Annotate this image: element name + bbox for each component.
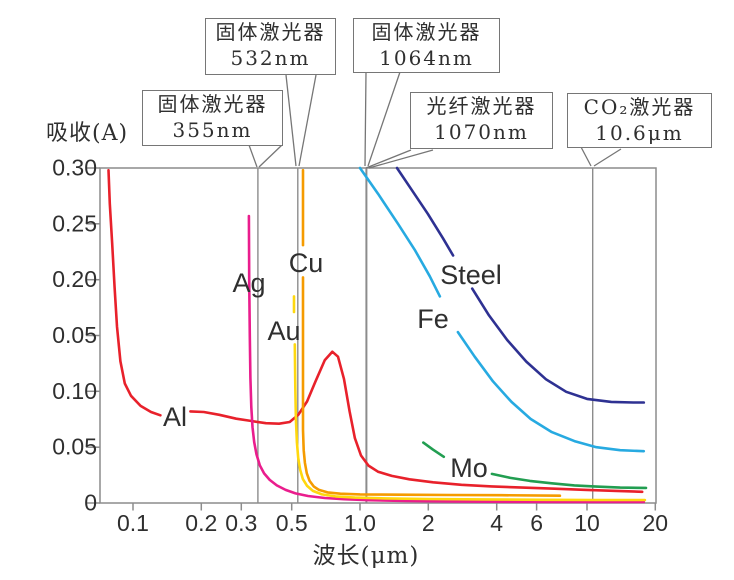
laser-annotation-name: 固体激光器 [215, 20, 326, 44]
axis-ticks: 0.1 0.2 0.3 0.5 1.0 2 4 6 10 20 0.30 0.25 0.20 0.05 0.… [52, 155, 668, 537]
annotation-leader-lines [248, 71, 622, 169]
laser-marker-lines [257, 168, 594, 503]
x-tick-label: 0.5 [276, 510, 308, 536]
curve-al [107, 168, 162, 417]
curve-fe [456, 330, 646, 453]
laser-annotation-name: 固体激光器 [371, 20, 482, 44]
laser-annotation-name: 光纤激光器 [426, 94, 537, 118]
leader-532nm [285, 74, 317, 167]
laser-annotation-wavelength: 10.6μm [595, 121, 684, 145]
series-label-fe: Fe [417, 304, 449, 334]
curve-mo [490, 472, 648, 490]
y-tick-label: 0.10 [52, 378, 97, 404]
laser-annotation-wavelength: 1064nm [379, 46, 474, 70]
laser-annotation-1070nm: 光纤激光器 1070nm [410, 92, 553, 149]
curve-steel [470, 287, 646, 404]
series-label-au: Au [267, 316, 300, 346]
leader-co2 [580, 146, 622, 167]
series-label-al: Al [163, 402, 187, 432]
y-tick-label: 0.05 [52, 322, 97, 348]
y-tick-label: 0.20 [52, 266, 97, 292]
series-label-steel: Steel [440, 260, 502, 290]
curve-cu [301, 276, 562, 497]
curve-al [189, 350, 644, 494]
y-tick-label: 0 [84, 490, 97, 516]
series-label-mo: Mo [450, 453, 488, 483]
plot-border [99, 167, 657, 504]
laser-annotation-co2: CO₂激光器 10.6μm [567, 93, 712, 148]
leader-1070nm [365, 149, 434, 169]
laser-annotation-355nm: 固体激光器 355nm [142, 90, 283, 146]
series-label-cu: Cu [289, 248, 324, 278]
x-tick-label: 6 [530, 510, 543, 536]
curve-steel [395, 166, 455, 257]
x-tick-label: 10 [574, 510, 600, 536]
leader-1064nm [364, 71, 401, 167]
series-label-ag: Ag [232, 268, 265, 298]
y-tick-label: 0.05 [52, 434, 97, 460]
x-tick-label: 0.1 [117, 510, 149, 536]
x-tick-label: 20 [643, 510, 669, 536]
curve-fe [358, 166, 442, 298]
x-tick-label: 0.3 [225, 510, 257, 536]
x-tick-label: 2 [422, 510, 435, 536]
laser-annotation-wavelength: 532nm [230, 46, 311, 70]
y-tick-label: 0.30 [52, 155, 97, 181]
x-tick-label: 4 [490, 510, 503, 536]
x-tick-label: 1.0 [344, 510, 376, 536]
curve-au [293, 343, 647, 502]
laser-annotation-wavelength: 1070nm [434, 120, 529, 144]
x-axis-title: 波长(μm) [313, 543, 420, 569]
laser-annotation-532nm: 固体激光器 532nm [205, 18, 336, 75]
curve-ag [247, 214, 646, 504]
laser-annotation-name: CO₂激光器 [583, 95, 696, 119]
curves [107, 166, 648, 504]
laser-annotation-1064nm: 固体激光器 1064nm [353, 18, 500, 73]
leader-355nm [248, 144, 283, 168]
x-tick-label: 0.2 [185, 510, 217, 536]
curve-mo [422, 441, 446, 459]
y-axis-title: 吸收(A) [46, 121, 128, 146]
laser-annotation-wavelength: 355nm [172, 118, 253, 142]
y-tick-label: 0.25 [52, 210, 97, 236]
laser-annotation-name: 固体激光器 [157, 92, 268, 116]
